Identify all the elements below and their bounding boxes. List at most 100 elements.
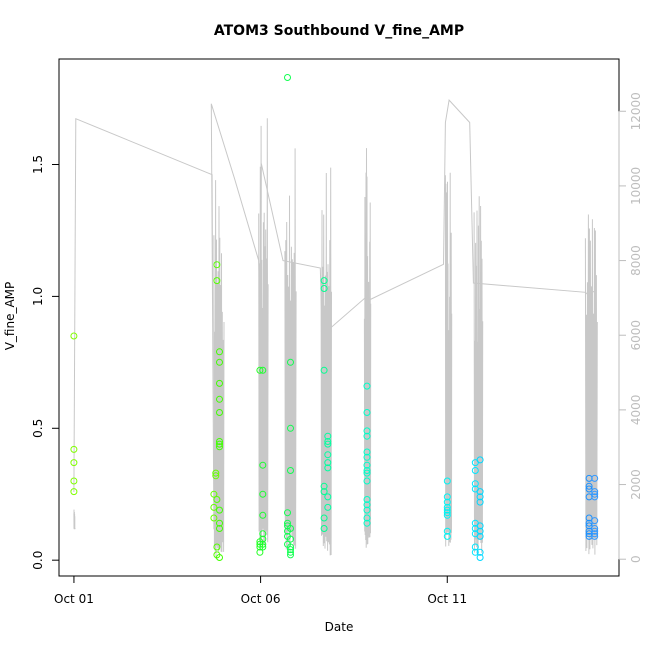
y2-tick-label: 8000: [629, 245, 643, 276]
scatter-points-layer: [70, 74, 599, 561]
x-tick-label: Oct 11: [427, 592, 467, 606]
chart-title: ATOM3 Southbound V_fine_AMP: [214, 23, 464, 39]
data-point: [476, 548, 484, 556]
x-tick-label: Oct 01: [54, 592, 94, 606]
y2-tick-label: 0: [629, 555, 643, 563]
data-point: [363, 432, 371, 440]
data-point: [591, 525, 599, 532]
secondary-series-burst: [473, 196, 484, 554]
data-point: [320, 525, 328, 532]
data-point: [216, 440, 223, 448]
data-point: [324, 493, 332, 501]
data-point: [443, 532, 451, 540]
data-point: [585, 522, 593, 530]
data-point: [210, 490, 218, 498]
secondary-series-burst: [444, 172, 453, 547]
data-point: [216, 379, 223, 387]
data-point: [212, 472, 220, 480]
x-axis-label: Date: [325, 620, 354, 634]
data-point: [324, 451, 332, 459]
data-point: [476, 532, 484, 540]
y-axis-label: V_fine_AMP: [3, 282, 17, 351]
data-point: [443, 493, 451, 501]
data-point: [70, 332, 78, 340]
data-point: [363, 496, 371, 503]
data-point: [476, 456, 484, 464]
y-tick-label: 1.0: [31, 287, 45, 306]
data-point: [259, 530, 267, 538]
secondary-series-burst: [363, 148, 372, 548]
data-point: [476, 554, 484, 561]
y-tick-label: 0.0: [31, 551, 45, 570]
data-point: [363, 514, 371, 522]
data-point: [210, 514, 218, 522]
data-point: [320, 277, 328, 285]
data-point: [320, 285, 328, 292]
y-tick-label: 1.5: [31, 155, 45, 174]
data-point: [591, 488, 599, 496]
data-point: [287, 535, 294, 543]
data-point: [216, 348, 223, 356]
data-point: [476, 522, 484, 530]
data-point: [320, 366, 328, 374]
data-point: [216, 358, 223, 366]
data-point: [591, 517, 599, 525]
secondary-series-line: [73, 99, 597, 530]
data-point: [591, 530, 599, 538]
data-point: [324, 464, 332, 472]
data-point: [324, 440, 332, 448]
data-point: [284, 74, 291, 81]
data-point: [324, 459, 332, 467]
data-point: [363, 506, 371, 514]
secondary-series-burst: [73, 509, 76, 530]
data-point: [70, 459, 78, 467]
data-point: [259, 461, 267, 469]
data-point: [320, 488, 328, 496]
data-point: [324, 503, 332, 511]
data-point: [320, 482, 328, 490]
secondary-series-layer: [73, 99, 598, 559]
data-point: [287, 543, 294, 551]
data-point: [216, 506, 223, 514]
data-point: [70, 477, 78, 485]
data-point: [471, 543, 479, 551]
data-point: [443, 477, 451, 485]
data-point: [320, 514, 328, 522]
data-point: [287, 424, 294, 432]
data-point: [287, 525, 294, 532]
data-point: [443, 498, 451, 506]
data-point: [471, 467, 479, 474]
data-point: [70, 488, 78, 496]
y2-tick-label: 6000: [629, 320, 643, 351]
data-point: [216, 525, 223, 532]
data-point: [284, 509, 291, 517]
data-point: [471, 480, 479, 488]
data-point: [287, 551, 294, 559]
data-point: [213, 496, 221, 503]
data-point: [591, 474, 599, 482]
data-point: [256, 366, 264, 374]
data-point: [259, 511, 267, 519]
axes-layer: Oct 01 Oct 06 Oct 11 0.0 0.5 1.0 1.5 0 2000 4000 6…: [31, 92, 643, 606]
data-point: [324, 438, 332, 445]
data-point: [216, 409, 223, 416]
data-point: [259, 490, 267, 498]
data-point: [259, 366, 267, 374]
data-point: [363, 477, 371, 485]
data-point: [216, 438, 223, 445]
data-point: [363, 519, 371, 527]
data-point: [287, 546, 294, 554]
data-point: [259, 535, 267, 543]
data-point: [591, 493, 599, 501]
data-point: [363, 461, 371, 469]
data-point: [363, 382, 371, 390]
data-point: [363, 409, 371, 416]
data-point: [363, 448, 371, 456]
secondary-series-burst: [584, 214, 598, 555]
data-point: [585, 482, 593, 490]
data-point: [213, 261, 221, 269]
data-point: [213, 543, 221, 551]
secondary-series-burst: [213, 180, 225, 559]
y-tick-label: 0.5: [31, 419, 45, 438]
